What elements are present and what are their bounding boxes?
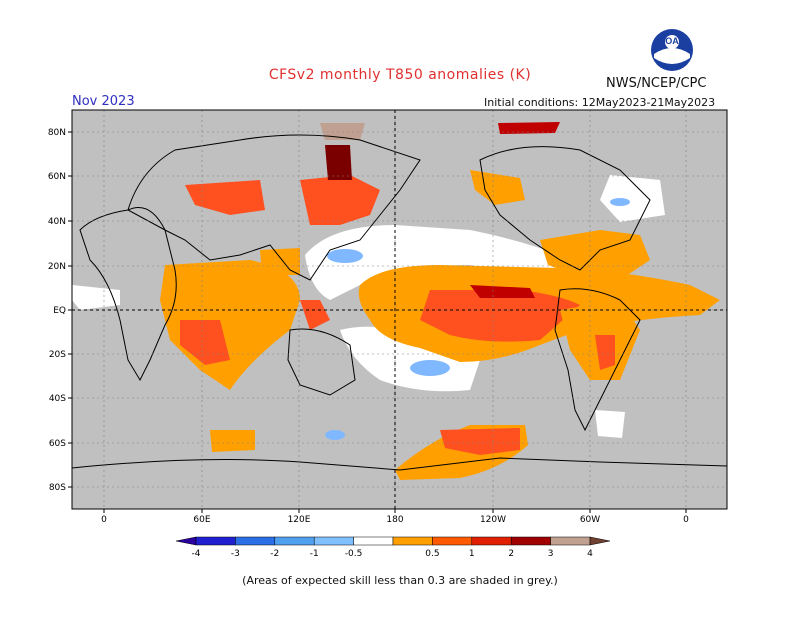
colorbar (175, 536, 611, 546)
neutral-region-south-america (595, 410, 625, 438)
lon-label: 60E (193, 515, 210, 525)
colorbar-segment (432, 536, 473, 546)
colorbar-label: -4 (192, 549, 201, 559)
lon-label: 180 (386, 515, 403, 525)
coastlines (72, 134, 727, 471)
footnote: (Areas of expected skill less than 0.3 a… (242, 574, 558, 587)
neutral-region-north-pacific (305, 225, 560, 300)
noaa-logo: NOAA (651, 29, 693, 71)
colorbar-label: 1 (469, 549, 475, 559)
colorbar-segment (235, 536, 276, 546)
lon-label: 0 (101, 515, 107, 525)
colorbar-labels: -4 -3 -2 -1 -0.5 0.5 1 2 3 4 (192, 549, 594, 559)
colorbar-segment (510, 536, 551, 546)
lat-label: 80N (48, 128, 66, 138)
chart-title: CFSv2 monthly T850 anomalies (K) (268, 67, 532, 83)
colorbar-arrow-right (589, 536, 611, 546)
colorbar-label: -3 (231, 549, 240, 559)
lat-label: 60S (49, 439, 66, 449)
neutral-region-atlantic-east (72, 285, 120, 310)
warm-anomaly-western-canada (470, 170, 525, 205)
colorbar-label: 3 (548, 549, 554, 559)
coastline-eurasia (127, 134, 421, 281)
logo-text: NOAA (659, 36, 686, 46)
coastline-south-america (554, 288, 641, 432)
colorbar-segment (353, 536, 394, 546)
forecast-month: Nov 2023 (72, 94, 135, 109)
lat-label: 80S (49, 483, 66, 493)
cool-anomaly-antarctic (325, 430, 345, 440)
cool-anomaly-south-pacific (410, 360, 450, 376)
coastline-africa (79, 207, 177, 382)
coastline-australia (287, 328, 356, 396)
lon-label: 60W (580, 515, 600, 525)
neutral-region-canada (600, 175, 665, 222)
lon-label: 120W (480, 515, 506, 525)
strong-warm-anomaly-east-asia (300, 175, 380, 225)
colorbar-label: 2 (508, 549, 514, 559)
colorbar-label: -1 (310, 549, 319, 559)
lat-label: 40S (49, 394, 66, 404)
very-strong-warm-anomaly (470, 285, 535, 298)
cool-anomaly-hudson-bay (610, 198, 630, 206)
coastline-north-america (479, 146, 651, 271)
warm-anomaly-indian-ocean (160, 260, 300, 390)
colorbar-segment (195, 536, 236, 546)
lat-label: 20N (48, 262, 66, 272)
agency-label: NWS/NCEP/CPC (606, 76, 707, 91)
lon-label: 120E (288, 515, 311, 525)
strong-warm-anomaly-greenland (498, 122, 560, 134)
lat-label: 20S (49, 350, 66, 360)
longitude-labels: 0 60E 120E 180 120W 60W 0 (101, 509, 689, 525)
strong-warm-anomaly-central-asia (185, 180, 265, 215)
warm-anomaly-south-china (260, 248, 300, 275)
cool-anomaly-west-pacific (327, 249, 363, 263)
colorbar-label: -0.5 (345, 549, 363, 559)
lat-label: EQ (53, 306, 66, 316)
coastline-antarctica (72, 457, 727, 471)
colorbar-segment (274, 536, 315, 546)
highest-anomaly-arctic (320, 123, 365, 140)
lat-label: 40N (48, 217, 66, 227)
colorbar-arrow-left (175, 536, 197, 546)
colorbar-segment (471, 536, 512, 546)
strong-warm-anomaly-indonesia (300, 300, 330, 330)
warm-anomaly-south-indian (210, 430, 255, 452)
neutral-region-south-pacific (340, 326, 480, 392)
strong-warm-anomaly-brazil (595, 335, 615, 370)
colorbar-segment (392, 536, 433, 546)
lon-label: 0 (683, 515, 689, 525)
colorbar-segment (550, 536, 591, 546)
colorbar-label: -2 (270, 549, 279, 559)
initial-conditions: Initial conditions: 12May2023-21May2023 (484, 96, 716, 109)
colorbar-label: 0.5 (425, 549, 439, 559)
latitude-labels: 80N 60N 40N 20N EQ 20S 40S 60S 80S (48, 128, 72, 493)
strong-warm-anomaly-nino-region (420, 290, 580, 342)
strong-warm-anomaly-southern-ocean (440, 428, 520, 455)
extreme-warm-anomaly-siberia (325, 145, 352, 180)
colorbar-label: 4 (587, 549, 593, 559)
colorbar-segment (313, 536, 354, 546)
lat-label: 60N (48, 172, 66, 182)
